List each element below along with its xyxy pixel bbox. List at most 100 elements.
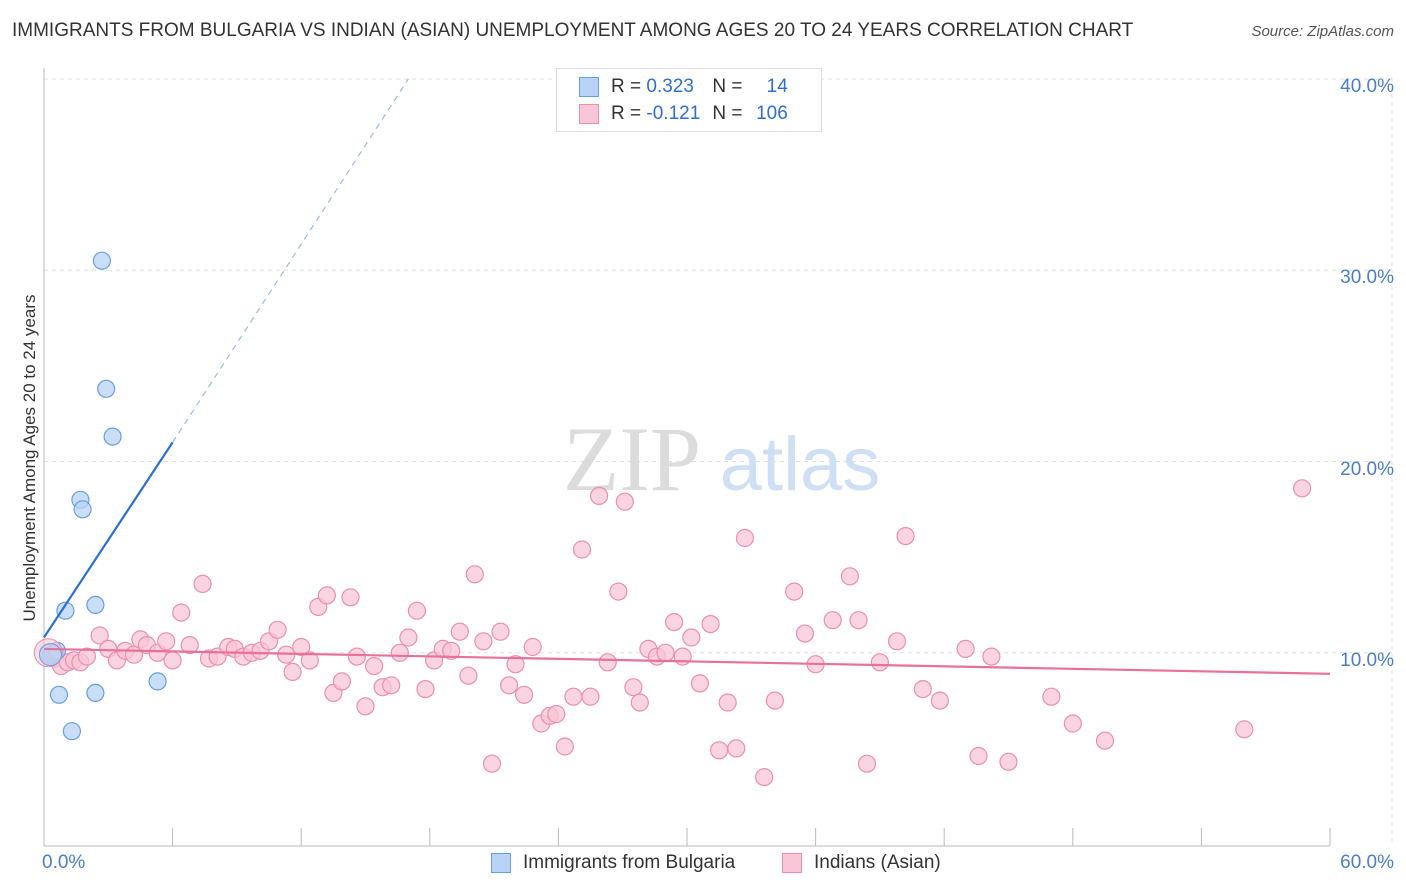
legend-r-label: R = [611,76,642,97]
watermark-zip: ZIP [563,408,701,510]
data-points [33,251,1312,787]
bottom-legend-swatch-blue [491,853,511,873]
indians-point [390,643,409,662]
indians-point [90,626,109,645]
indians-point [382,676,401,695]
indians-point [857,754,877,773]
indians-point [849,611,868,630]
indians-point [598,653,617,672]
indians-point [365,656,384,676]
indians-point [709,741,729,760]
indians-point [500,676,519,695]
indians-point [727,739,746,758]
axes [43,68,1331,847]
bottom-legend-swatch-pink [782,853,802,873]
indians-point [459,666,478,685]
bottom-legend-label-bulgaria: Immigrants from Bulgaria [523,852,736,873]
indians-point [735,528,755,548]
indians-point [292,637,311,657]
indians-point [785,582,804,601]
bulgaria-point [73,500,92,519]
legend-swatch-blue [579,77,599,97]
indians-point [1063,714,1082,733]
indians-point [317,586,336,605]
indians-point [664,612,684,632]
indians-point [615,492,634,511]
indians-point [624,678,643,697]
legend-row-indians: R = -0.121 N = 106 [579,102,788,126]
indians-point [718,693,737,712]
bulgaria-point [97,379,116,398]
bottom-legend-indians[interactable]: Indians (Asian) [782,852,941,874]
legend-n-label: N = [712,76,743,97]
legend-r-value: 0.323 [646,76,694,97]
indians-point [482,754,502,773]
indians-point [956,639,975,659]
gridlines [44,78,1393,846]
y-tick-label: 40.0% [1340,76,1394,97]
indians-trend-line [43,647,1331,675]
source-label: Source: ZipAtlas.com [1251,23,1394,40]
legend-n-label: N = [712,103,743,124]
indians-point [283,662,302,682]
indians-point [523,637,542,657]
indians-point [673,647,692,666]
indians-point [887,632,907,651]
indians-point [682,628,701,647]
indians-point [474,632,493,651]
x-tick-label: 60.0% [1340,852,1394,873]
indians-point [1292,479,1312,498]
indians-point [690,674,710,693]
indians-point [77,647,97,666]
bulgaria-point [92,251,112,270]
indians-point [514,685,534,704]
bulgaria-trend-line [43,441,174,639]
indians-point [572,540,592,559]
indians-point [180,635,199,655]
indians-point [840,567,860,586]
legend-row-bulgaria: R = 0.323 N = 14 [579,75,788,99]
indians-point [547,704,566,724]
indians-point [823,611,842,630]
indians-point [332,672,351,691]
indians-point [416,679,435,699]
indians-point [1235,720,1254,739]
indians-point [491,622,510,641]
indians-point [1095,731,1115,750]
bulgaria-point [148,672,167,691]
indians-point [564,687,583,706]
indians-point [399,628,418,647]
indians-point [157,632,176,651]
indians-point [347,647,366,666]
bulgaria-cluster-point [38,643,62,667]
indians-point [765,691,785,710]
bulgaria-point [56,601,75,620]
bulgaria-point [103,427,122,446]
indians-point [581,687,600,706]
indians-point [465,565,484,584]
indians-point [442,641,461,660]
indians-point [300,651,319,670]
indians-point [589,486,609,505]
y-tick-label: 10.0% [1340,649,1394,671]
legend-n-value: 106 [756,103,788,124]
bulgaria-point [86,683,105,703]
indians-point [701,614,720,634]
bottom-legend-label-indians: Indians (Asian) [814,852,941,873]
indians-point [163,651,182,670]
legend-r-label: R = [611,103,642,124]
indians-point [268,620,287,639]
indians-point [982,647,1001,666]
indians-point [609,582,628,601]
indians-point [193,574,212,594]
watermark: ZIP atlas [563,408,880,510]
indians-point [450,622,469,641]
watermark-atlas: atlas [720,422,881,507]
bottom-legend-bulgaria[interactable]: Immigrants from Bulgaria [491,852,735,874]
indians-point [870,653,890,672]
indians-point [755,767,774,787]
indians-point [407,601,426,620]
indians-point [555,737,574,756]
legend-n-value: 14 [766,76,788,97]
